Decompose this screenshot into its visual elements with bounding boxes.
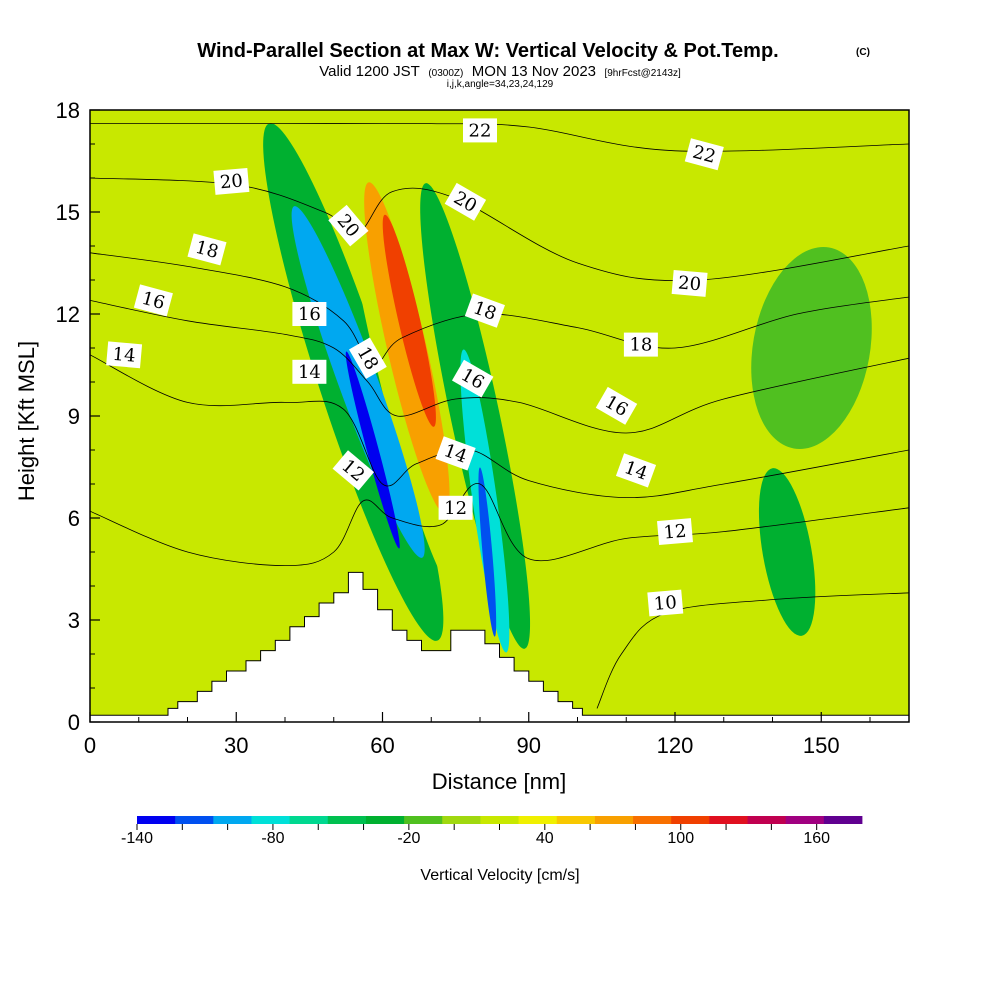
w-region-downdraft-left-core xyxy=(345,351,400,549)
contour-label-16: 16 xyxy=(292,302,327,326)
w-region-updraft-main-core xyxy=(382,214,436,427)
colorbar-segment xyxy=(175,816,214,824)
colorbar-segment xyxy=(594,816,634,824)
contour-label-text: 12 xyxy=(663,521,688,544)
colorbar-segment xyxy=(442,816,481,824)
contour-label-14: 14 xyxy=(615,453,657,488)
y-tick-label: 12 xyxy=(56,302,80,327)
x-axis: 0 30 60 90 120 150 xyxy=(84,712,871,758)
colorbar-tick-label: 40 xyxy=(536,830,554,847)
colorbar-segment xyxy=(556,816,596,824)
colorbar-segment xyxy=(213,816,252,824)
contour-label-14: 14 xyxy=(292,359,327,384)
x-tick-label: 30 xyxy=(224,733,248,758)
contour-label-10: 10 xyxy=(647,589,684,617)
subtitle-run: [9hrFcst@2143z] xyxy=(604,68,681,79)
colorbar-segment xyxy=(289,816,329,824)
contour-label-text: 18 xyxy=(629,335,652,356)
w-region-updraft-right-low xyxy=(597,497,617,688)
x-tick-label: 60 xyxy=(370,733,394,758)
contour-label-18: 18 xyxy=(623,332,658,357)
contour-label-20: 20 xyxy=(671,269,708,297)
theta-contour-14 xyxy=(90,354,909,499)
colorbar-tick-label: -140 xyxy=(121,830,153,847)
contour-label-text: 12 xyxy=(444,498,467,519)
contour-label-text: 20 xyxy=(677,272,702,295)
y-tick-label: 18 xyxy=(56,98,80,123)
x-axis-label: Distance [nm] xyxy=(432,769,567,794)
y-tick-label: 3 xyxy=(68,608,80,633)
subtitle-indices: i,j,k,angle=34,23,24,129 xyxy=(447,79,554,90)
y-tick-label: 6 xyxy=(68,506,80,531)
x-tick-label: 0 xyxy=(84,733,96,758)
x-tick-label: 90 xyxy=(517,733,541,758)
title-mark: (C) xyxy=(856,47,870,58)
chart-title: Wind-Parallel Section at Max W: Vertical… xyxy=(197,40,778,62)
colorbar-tick-label: -80 xyxy=(261,830,284,847)
w-region-updraft-far-right-upper xyxy=(751,247,872,449)
y-tick-label: 0 xyxy=(68,710,80,735)
w-region-downdraft-far-right xyxy=(758,468,816,636)
colorbar-segment xyxy=(365,816,405,824)
colorbar-segment xyxy=(251,816,291,824)
subtitle-date: MON 13 Nov 2023 xyxy=(472,63,596,80)
x-tick-label: 120 xyxy=(657,733,694,758)
contour-label-text: 16 xyxy=(298,304,321,325)
contour-label-text: 10 xyxy=(653,592,678,615)
colorbar-segment xyxy=(633,816,672,824)
colorbar-segment xyxy=(747,816,787,824)
contour-label-14: 14 xyxy=(106,341,143,369)
contour-label-12: 12 xyxy=(438,495,473,520)
w-region-updraft-left-low xyxy=(230,538,252,675)
y-tick-label: 15 xyxy=(56,200,80,225)
contour-label-text: 14 xyxy=(112,344,137,367)
colorbar-title: Vertical Velocity [cm/s] xyxy=(420,867,579,884)
colorbar-segment xyxy=(404,816,443,824)
colorbar-segment xyxy=(137,816,176,824)
contour-label-14: 14 xyxy=(435,436,476,471)
contour-label-16: 16 xyxy=(133,284,173,317)
contour-label-text: 14 xyxy=(298,362,321,383)
colorbar-segment xyxy=(785,816,825,824)
colorbar-segment xyxy=(518,816,558,824)
subtitle-prefix: Valid 1200 JST xyxy=(319,63,420,80)
terrain xyxy=(90,571,909,722)
colorbar-tick-label: 160 xyxy=(803,830,830,847)
contour-label-text: 22 xyxy=(469,120,492,141)
y-axis: 0 3 6 9 12 15 18 xyxy=(56,98,100,735)
colorbar-tick-label: 100 xyxy=(667,830,694,847)
y-axis-label: Height [Kft MSL] xyxy=(14,341,39,501)
y-tick-label: 9 xyxy=(68,404,80,429)
theta-contour-10 xyxy=(596,592,909,709)
contour-label-22: 22 xyxy=(463,118,497,143)
chart-subtitle: Valid 1200 JST (0300Z) MON 13 Nov 2023 [… xyxy=(319,63,681,80)
contour-label-text: 20 xyxy=(219,170,244,193)
colorbar-segment xyxy=(480,816,519,824)
subtitle-utc: (0300Z) xyxy=(428,68,463,79)
colorbar: -140 -80 -20 40 100 160 xyxy=(121,816,863,847)
colorbar-tick-label: -20 xyxy=(397,830,420,847)
theta-contour-18 xyxy=(90,252,909,366)
w-region-downdraft-right-core xyxy=(478,467,497,637)
colorbar-segment xyxy=(709,816,748,824)
contour-label-18: 18 xyxy=(187,233,227,266)
x-tick-label: 150 xyxy=(803,733,840,758)
vertical-velocity-field xyxy=(230,110,872,688)
contour-label-12: 12 xyxy=(657,518,693,546)
theta-contour-16 xyxy=(90,300,909,434)
contour-label-20: 20 xyxy=(213,167,250,195)
colorbar-segment xyxy=(671,816,710,824)
colorbar-segment xyxy=(823,816,863,824)
colorbar-segment xyxy=(327,816,367,824)
w-region-updraft-right xyxy=(481,266,557,600)
contour-label-22: 22 xyxy=(684,138,724,171)
